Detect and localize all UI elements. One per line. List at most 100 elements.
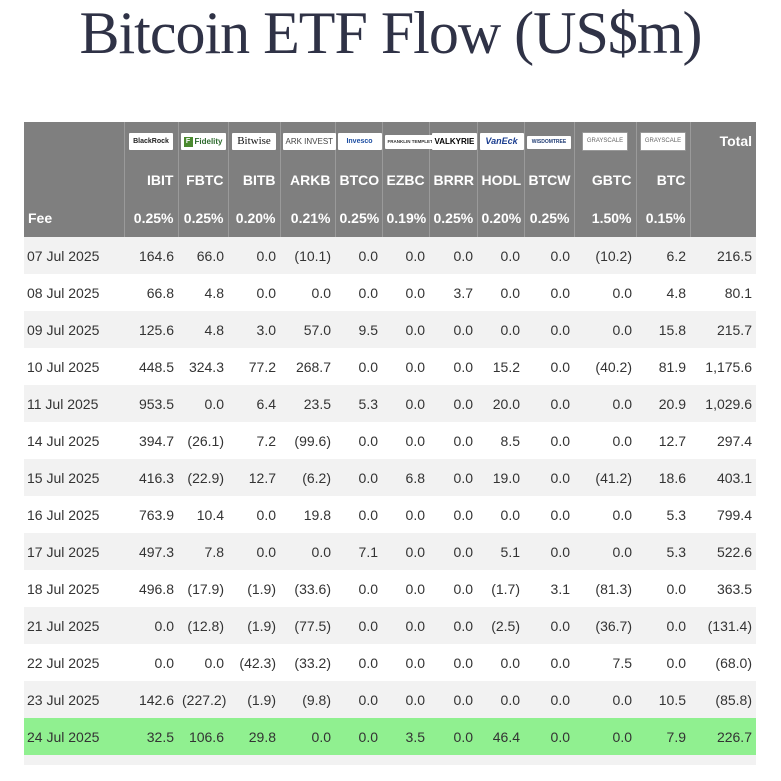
flow-cell: 12.7 xyxy=(228,459,280,496)
empty-cell xyxy=(477,755,524,765)
ticker-cell: BTCW xyxy=(524,160,575,199)
flow-cell: 0.0 xyxy=(382,570,429,607)
flow-cell: 0.0 xyxy=(382,311,429,348)
flow-cell: 394.7 xyxy=(124,422,178,459)
flow-cell: 0.0 xyxy=(574,311,636,348)
flow-cell: 0.0 xyxy=(382,237,429,274)
empty-cell xyxy=(636,755,690,765)
fee-cell: 0.25% xyxy=(429,199,478,237)
fee-total-blank xyxy=(690,199,756,237)
flow-cell: 0.0 xyxy=(280,533,335,570)
ticker-cell: BTCO xyxy=(335,160,383,199)
flow-cell: (12.8) xyxy=(178,607,228,644)
flow-cell: 15.2 xyxy=(477,348,524,385)
flow-cell: 0.0 xyxy=(574,533,636,570)
flow-cell: (1.9) xyxy=(228,570,280,607)
flow-cell: 0.0 xyxy=(382,274,429,311)
ticker-cell: FBTC xyxy=(178,160,229,199)
flow-cell: (9.8) xyxy=(280,681,335,718)
flow-cell: 0.0 xyxy=(429,385,477,422)
date-cell: 15 Jul 2025 xyxy=(24,459,124,496)
flow-cell: 0.0 xyxy=(178,644,228,681)
flow-cell: 0.0 xyxy=(228,533,280,570)
flow-cell: 0.0 xyxy=(335,607,382,644)
total-cell: 799.4 xyxy=(690,496,756,533)
flow-cell: 0.0 xyxy=(382,607,429,644)
flow-cell: 7.5 xyxy=(574,644,636,681)
flow-cell: 4.8 xyxy=(636,274,690,311)
flow-cell: 0.0 xyxy=(477,644,524,681)
fee-cell: 0.19% xyxy=(382,199,430,237)
flow-cell: 0.0 xyxy=(574,718,636,755)
flow-cell: 0.0 xyxy=(382,644,429,681)
flow-cell: 23.5 xyxy=(280,385,335,422)
total-cell: 522.6 xyxy=(690,533,756,570)
franklin-logo: FRANKLIN TEMPLETON xyxy=(384,135,443,150)
table-row: 17 Jul 2025 497.3 7.8 0.0 0.0 7.1 0.0 0.0 5.1 0.0… xyxy=(24,533,756,570)
flow-cell: 20.9 xyxy=(636,385,690,422)
total-cell: 80.1 xyxy=(690,274,756,311)
flow-cell: 0.0 xyxy=(574,496,636,533)
flow-cell: 6.8 xyxy=(382,459,429,496)
flow-cell: 5.1 xyxy=(477,533,524,570)
flow-cell: 0.0 xyxy=(477,496,524,533)
date-cell: 18 Jul 2025 xyxy=(24,570,124,607)
flow-cell: 10.5 xyxy=(636,681,690,718)
flow-cell: 46.4 xyxy=(477,718,524,755)
fee-label: Fee xyxy=(24,199,125,237)
empty-cell xyxy=(382,755,429,765)
flow-cell: 0.0 xyxy=(228,274,280,311)
table-row: 24 Jul 2025 32.5 106.6 29.8 0.0 0.0 3.5 0.0 46.4… xyxy=(24,718,756,755)
flow-rows: 07 Jul 2025 164.6 66.0 0.0 (10.1) 0.0 0.0 0.0 0.… xyxy=(24,237,756,765)
date-cell: 21 Jul 2025 xyxy=(24,607,124,644)
flow-cell: 8.5 xyxy=(477,422,524,459)
flow-cell: 0.0 xyxy=(382,681,429,718)
flow-cell: (1.9) xyxy=(228,607,280,644)
fee-cell: 0.21% xyxy=(280,199,336,237)
empty-cell xyxy=(24,755,124,765)
flow-cell: 57.0 xyxy=(280,311,335,348)
flow-cell: 0.0 xyxy=(429,681,477,718)
table-row: 14 Jul 2025 394.7 (26.1) 7.2 (99.6) 0.0 0.0 0.0… xyxy=(24,422,756,459)
flow-cell: 0.0 xyxy=(477,311,524,348)
flow-cell: 81.9 xyxy=(636,348,690,385)
ticker-cell: BRRR xyxy=(429,160,478,199)
flow-cell: 0.0 xyxy=(382,496,429,533)
flow-cell: 0.0 xyxy=(382,533,429,570)
flow-cell: 0.0 xyxy=(574,385,636,422)
fee-cell: 1.50% xyxy=(574,199,637,237)
flow-cell: 12.7 xyxy=(636,422,690,459)
empty-cell xyxy=(228,755,280,765)
empty-cell xyxy=(335,755,382,765)
flow-cell: 0.0 xyxy=(524,348,574,385)
fee-row: Fee 0.25% 0.25% 0.20% 0.21% 0.25% 0.19% … xyxy=(24,199,756,237)
flow-cell: 4.8 xyxy=(178,274,228,311)
date-cell: 24 Jul 2025 xyxy=(24,718,124,755)
invesco-logo: Invesco xyxy=(337,132,382,150)
flow-cell: (26.1) xyxy=(178,422,228,459)
ark-logo: ARK INVEST xyxy=(282,132,337,150)
date-cell: 23 Jul 2025 xyxy=(24,681,124,718)
flow-cell: 763.9 xyxy=(124,496,178,533)
header-blank-cell xyxy=(24,122,125,160)
flow-cell: 0.0 xyxy=(574,274,636,311)
table-row: 09 Jul 2025 125.6 4.8 3.0 57.0 9.5 0.0 0.0 0.0 0.… xyxy=(24,311,756,348)
flow-cell: 77.2 xyxy=(228,348,280,385)
flow-cell: 0.0 xyxy=(636,570,690,607)
fee-cell: 0.25% xyxy=(124,199,179,237)
total-cell: 215.7 xyxy=(690,311,756,348)
ticker-total-blank xyxy=(690,160,756,199)
flow-cell: 0.0 xyxy=(280,274,335,311)
ticker-cell: EZBC xyxy=(382,160,430,199)
ticker-cell: IBIT xyxy=(124,160,179,199)
ticker-cell: ARKB xyxy=(280,160,336,199)
valkyrie-logo: VALKYRIE xyxy=(431,132,478,150)
flow-cell: 32.5 xyxy=(124,718,178,755)
flow-cell: 66.0 xyxy=(178,237,228,274)
flow-cell: (99.6) xyxy=(280,422,335,459)
fee-cell: 0.25% xyxy=(524,199,575,237)
flow-cell: 7.9 xyxy=(636,718,690,755)
flow-cell: (17.9) xyxy=(178,570,228,607)
flow-cell: 0.0 xyxy=(524,533,574,570)
flow-cell: 3.7 xyxy=(429,274,477,311)
